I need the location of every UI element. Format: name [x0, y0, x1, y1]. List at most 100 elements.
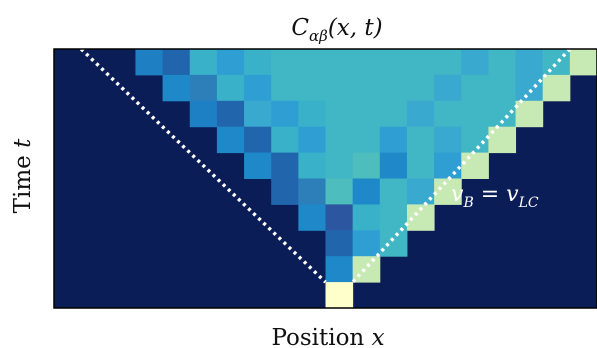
heatmap-cell-r1-c14: [434, 74, 462, 102]
heatmap-cell-r0-c11: [352, 49, 381, 76]
heatmap-cell-r2-c10: [325, 100, 354, 128]
y-axis-label: Time t: [10, 138, 36, 213]
y-axis-label-text: Time: [10, 155, 36, 213]
heatmap-cells: [135, 49, 597, 309]
heatmap-cell-r6-c11: [352, 204, 381, 231]
heatmap-cell-r3-c14: [434, 126, 462, 154]
heatmap-cell-r1-c13: [406, 74, 435, 102]
heatmap-cell-r8-c11: [352, 256, 381, 283]
heatmap-cell-r3-c9: [298, 126, 326, 154]
heatmap-cell-r2-c8: [271, 100, 299, 128]
heatmap-cell-r6-c12: [379, 204, 408, 231]
title-symbol: C: [291, 15, 309, 41]
heatmap-cell-r4-c14: [434, 152, 462, 179]
heatmap-cell-r0-c5: [189, 49, 218, 76]
heatmap-cell-r4-c15: [461, 152, 489, 179]
heatmap-cell-r0-c4: [162, 49, 191, 76]
heatmap-cell-r9-c10: [325, 282, 354, 309]
heatmap-cell-r3-c13: [406, 126, 435, 154]
heatmap-cell-r1-c11: [352, 74, 381, 102]
x-axis-label: Position x: [271, 325, 384, 348]
heatmap-cell-r4-c12: [379, 152, 408, 179]
heatmap-cell-r1-c6: [216, 74, 245, 102]
heatmap-cell-r2-c12: [379, 100, 408, 128]
heatmap-cell-r7-c12: [379, 230, 408, 257]
annotation-vb: v: [451, 182, 464, 207]
annotation-equals: =: [474, 182, 506, 207]
heatmap-cell-r2-c7: [244, 100, 272, 128]
heatmap-cell-r4-c9: [298, 152, 326, 179]
title-subscript: αβ: [309, 27, 328, 45]
annotation-vlc: v: [506, 182, 519, 207]
heatmap-cell-r0-c14: [434, 49, 462, 76]
heatmap-cell-r2-c5: [189, 100, 218, 128]
heatmap-cell-r6-c10: [325, 204, 354, 231]
heatmap-cell-r1-c16: [488, 74, 517, 102]
heatmap-cell-r3-c12: [379, 126, 408, 154]
x-axis-label-text: Position: [271, 325, 364, 348]
heatmap-cell-r0-c19: [569, 49, 597, 76]
heatmap-cell-r3-c11: [352, 126, 381, 154]
heatmap-cell-r0-c10: [325, 49, 354, 76]
heatmap-cell-r4-c13: [406, 152, 435, 179]
heatmap-cell-r0-c7: [244, 49, 272, 76]
heatmap-cell-r5-c12: [379, 178, 408, 205]
heatmap-cell-r3-c15: [461, 126, 489, 154]
heatmap-cell-r4-c11: [352, 152, 381, 179]
heatmap-cell-r1-c15: [461, 74, 489, 102]
heatmap-cell-r5-c11: [352, 178, 381, 205]
heatmap-cell-r5-c8: [271, 178, 299, 205]
heatmap-cell-r0-c6: [216, 49, 245, 76]
heatmap-cell-r5-c13: [406, 178, 435, 205]
heatmap-cell-r0-c18: [542, 49, 571, 76]
heatmap-cell-r4-c8: [271, 152, 299, 179]
heatmap-cell-r2-c15: [461, 100, 489, 128]
heatmap-cell-r1-c5: [189, 74, 218, 102]
heatmap-cell-r0-c13: [406, 49, 435, 76]
lightcone-left-boundary: [79, 47, 327, 284]
heatmap-cell-r1-c12: [379, 74, 408, 102]
heatmap-cell-r0-c16: [488, 49, 517, 76]
heatmap-cell-r6-c9: [298, 204, 326, 231]
heatmap-cell-r5-c10: [325, 178, 354, 205]
heatmap-cell-r0-c8: [271, 49, 299, 76]
velocity-annotation: vB = vLC: [451, 182, 539, 211]
heatmap-cell-r0-c17: [515, 49, 544, 76]
heatmap-cell-r4-c7: [244, 152, 272, 179]
heatmap-cell-r4-c10: [325, 152, 354, 179]
heatmap-cell-r2-c14: [434, 100, 462, 128]
heatmap-cell-r5-c9: [298, 178, 326, 205]
heatmap-cell-r5-c14: [434, 178, 462, 205]
heatmap-cell-r1-c8: [271, 74, 299, 102]
heatmap-cell-r0-c15: [461, 49, 489, 76]
heatmap-cell-r2-c6: [216, 100, 245, 128]
annotation-vlc-sub: LC: [518, 195, 539, 211]
heatmap-cell-r2-c13: [406, 100, 435, 128]
heatmap-cell-r2-c9: [298, 100, 326, 128]
heatmap-cell-r1-c9: [298, 74, 326, 102]
heatmap-cell-r1-c7: [244, 74, 272, 102]
heatmap-cell-r7-c10: [325, 230, 354, 257]
plot-frame: [53, 48, 597, 309]
heatmap-cell-r1-c17: [515, 74, 544, 102]
heatmap-cell-r8-c10: [325, 256, 354, 283]
heatmap-cell-r0-c9: [298, 49, 326, 76]
heatmap-cell-r0-c12: [379, 49, 408, 76]
chart-title: Cαβ(x, t): [291, 15, 382, 45]
title-args: (x, t): [328, 15, 383, 41]
heatmap-cell-r2-c17: [515, 100, 544, 128]
heatmap-cell-r3-c10: [325, 126, 354, 154]
heatmap-cell-r7-c11: [352, 230, 381, 257]
heatmap-cell-r1-c10: [325, 74, 354, 102]
heatmap-cell-r0-c3: [135, 49, 164, 76]
x-axis-label-var: x: [372, 325, 385, 348]
heatmap-cell-r3-c6: [216, 126, 245, 154]
heatmap-cell-r1-c18: [542, 74, 571, 102]
heatmap-cell-r3-c7: [244, 126, 272, 154]
heatmap-cell-r3-c8: [271, 126, 299, 154]
heatmap-cell-r2-c11: [352, 100, 381, 128]
y-axis-label-var: t: [10, 138, 36, 148]
annotation-vb-sub: B: [462, 195, 473, 211]
heatmap-cell-r1-c4: [162, 74, 191, 102]
